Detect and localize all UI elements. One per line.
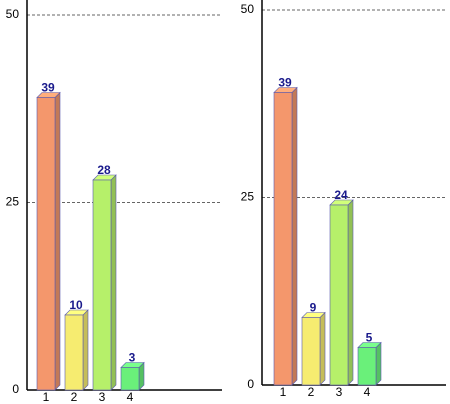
bar — [92, 179, 112, 391]
x-tick-label: 3 — [336, 385, 343, 399]
bar — [36, 97, 56, 391]
value-label: 10 — [69, 298, 83, 312]
x-tick-label: 1 — [280, 385, 287, 399]
y-tick-label: 50 — [241, 2, 255, 16]
y-tick-label: 0 — [12, 382, 19, 396]
y-tick-label: 50 — [6, 7, 20, 21]
bar — [329, 204, 349, 386]
x-tick-label: 3 — [99, 390, 106, 404]
x-tick-label: 2 — [71, 390, 78, 404]
bar — [64, 314, 84, 391]
x-tick-label: 2 — [308, 385, 315, 399]
bar — [357, 347, 377, 386]
bar-side — [110, 174, 117, 391]
x-tick-label: 1 — [43, 390, 50, 404]
bar-side — [54, 91, 61, 391]
y-tick-label: 25 — [6, 195, 20, 209]
y-tick-label: 0 — [247, 377, 254, 391]
value-label: 28 — [97, 163, 111, 177]
value-label: 3 — [129, 351, 136, 365]
bar-side — [375, 341, 382, 386]
y-tick-label: 25 — [241, 190, 255, 204]
value-label: 9 — [310, 301, 317, 315]
bar-side — [319, 311, 326, 386]
bar-side — [82, 309, 89, 391]
value-label: 39 — [278, 76, 292, 90]
bar — [120, 367, 140, 391]
value-label: 39 — [41, 81, 55, 95]
bar-side — [291, 86, 298, 386]
x-tick-label: 4 — [364, 385, 371, 399]
bar — [301, 317, 321, 386]
bar — [273, 92, 293, 386]
value-label: 5 — [366, 331, 373, 345]
x-tick-label: 4 — [127, 390, 134, 404]
bar-side — [347, 199, 354, 386]
value-label: 24 — [334, 188, 348, 202]
